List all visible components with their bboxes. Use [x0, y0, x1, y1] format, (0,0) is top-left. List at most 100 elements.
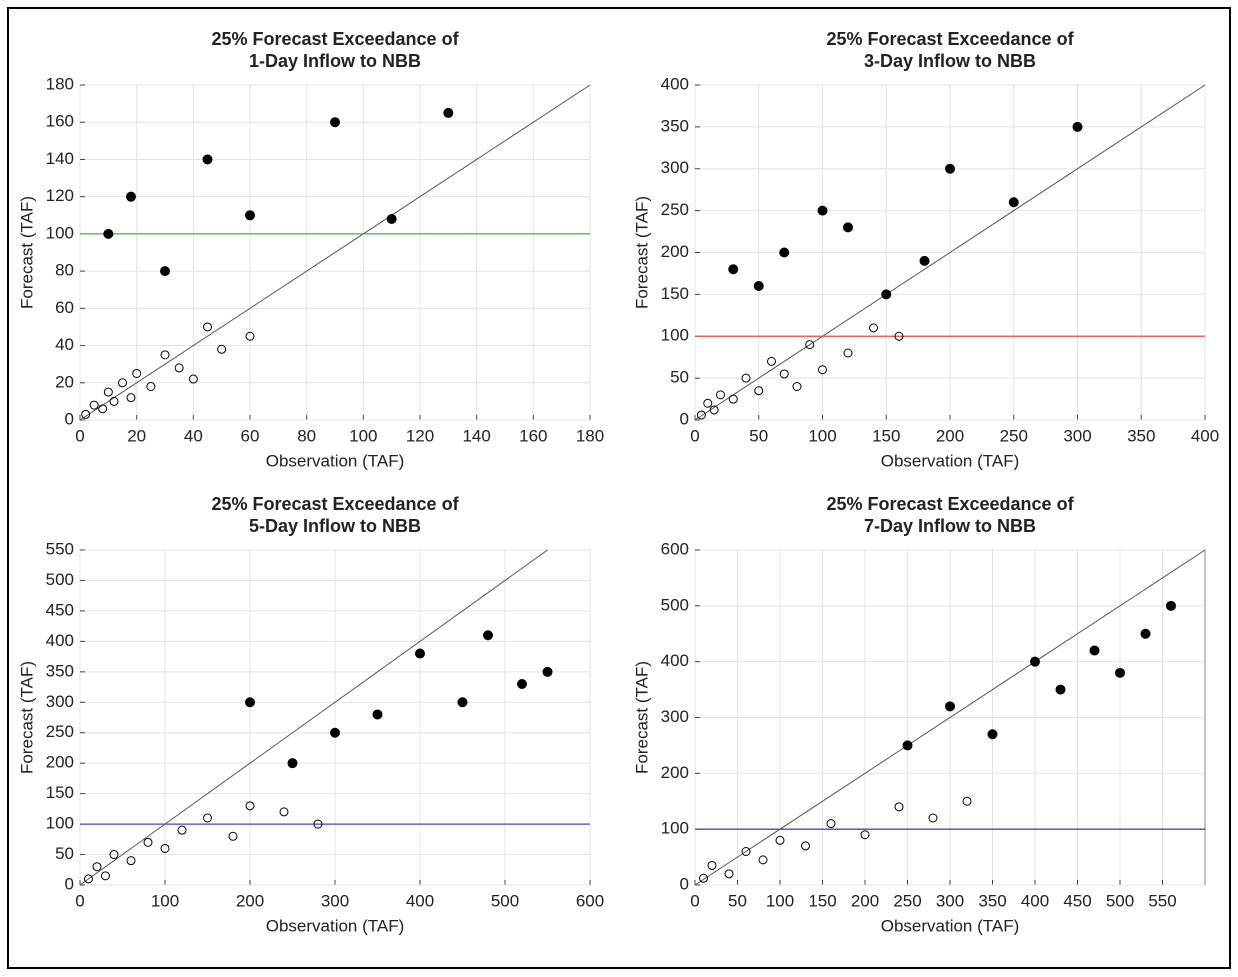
y-tick-label: 0	[65, 409, 74, 428]
scatter-point	[928, 813, 938, 823]
y-tick-label: 50	[670, 368, 689, 387]
x-tick-label: 160	[519, 426, 547, 445]
y-tick-label: 600	[661, 539, 689, 558]
scatter-point	[287, 758, 298, 769]
x-tick-label: 500	[491, 891, 519, 910]
scatter-point	[89, 400, 99, 410]
y-tick-label: 160	[46, 112, 74, 131]
x-axis-label: Observation (TAF)	[881, 451, 1020, 470]
y-tick-label: 150	[46, 783, 74, 802]
x-tick-label: 200	[236, 891, 264, 910]
scatter-point	[1030, 656, 1040, 667]
x-tick-label: 500	[1106, 891, 1134, 910]
scatter-point	[945, 701, 955, 712]
chart-title: 25% Forecast Exceedance of	[211, 494, 459, 514]
y-tick-label: 450	[46, 600, 74, 619]
x-tick-label: 250	[893, 891, 921, 910]
y-tick-label: 350	[46, 661, 74, 680]
scatter-point	[902, 740, 913, 751]
scatter-point	[817, 205, 828, 216]
scatter-point	[92, 862, 102, 872]
x-tick-label: 300	[321, 891, 349, 910]
y-tick-label: 0	[680, 409, 689, 428]
y-tick-label: 200	[661, 242, 689, 261]
scatter-point	[126, 856, 136, 866]
x-tick-label: 400	[1191, 426, 1219, 445]
chart-title: 25% Forecast Exceedance of	[826, 494, 1074, 514]
scatter-point	[1115, 667, 1125, 678]
scatter-point	[146, 382, 156, 391]
one-to-one-line	[694, 84, 1206, 421]
scatter-point	[330, 117, 340, 128]
y-tick-label: 140	[46, 149, 74, 168]
scatter-point	[741, 373, 751, 383]
scatter-point	[707, 860, 717, 870]
x-tick-label: 300	[936, 891, 964, 910]
chart-subtitle: 7-Day Inflow to NBB	[864, 516, 1036, 536]
scatter-point	[728, 264, 739, 275]
scatter-point	[894, 802, 904, 812]
scatter-point	[1055, 684, 1066, 695]
scatter-point	[826, 819, 836, 829]
y-tick-label: 250	[661, 200, 689, 219]
scatter-point	[724, 869, 734, 879]
scatter-point	[443, 107, 454, 118]
y-tick-label: 400	[46, 631, 74, 650]
x-tick-label: 200	[936, 426, 964, 445]
x-tick-label: 100	[808, 426, 836, 445]
y-tick-label: 300	[46, 692, 74, 711]
y-tick-label: 300	[661, 158, 689, 177]
scatter-point	[1072, 121, 1083, 132]
scatter-point	[81, 409, 91, 419]
scatter-point	[313, 819, 323, 829]
chart-title: 25% Forecast Exceedance of	[826, 29, 1074, 49]
y-tick-label: 80	[55, 261, 74, 280]
y-tick-label: 550	[46, 539, 74, 558]
scatter-point	[109, 396, 119, 406]
x-tick-label: 400	[1021, 891, 1049, 910]
x-tick-label: 0	[690, 891, 699, 910]
scatter-point	[542, 666, 553, 677]
scatter-point	[126, 191, 136, 202]
scatter-point	[415, 648, 425, 659]
y-tick-label: 40	[55, 335, 74, 354]
chart-subtitle: 5-Day Inflow to NBB	[249, 516, 421, 536]
y-tick-label: 350	[661, 116, 689, 135]
x-tick-label: 50	[728, 891, 747, 910]
scatter-point	[177, 825, 187, 835]
scatter-point	[945, 163, 955, 174]
y-tick-label: 500	[46, 570, 74, 589]
x-tick-label: 400	[406, 891, 434, 910]
scatter-point	[801, 841, 810, 851]
scatter-point	[843, 222, 853, 233]
x-axis-label: Observation (TAF)	[881, 916, 1020, 935]
chart-subtitle: 1-Day Inflow to NBB	[249, 51, 421, 71]
x-tick-label: 550	[1148, 891, 1176, 910]
scatter-point	[1089, 645, 1100, 656]
scatter-point	[101, 871, 110, 881]
scatter-point	[118, 378, 127, 388]
y-tick-label: 250	[46, 722, 74, 741]
y-tick-label: 60	[55, 298, 74, 317]
y-tick-label: 100	[46, 814, 74, 833]
x-tick-label: 200	[851, 891, 879, 910]
y-tick-label: 180	[46, 74, 74, 93]
y-axis-label: Forecast (TAF)	[17, 661, 36, 774]
one-to-one-line	[79, 84, 591, 421]
y-tick-label: 100	[661, 819, 689, 838]
scatter-point	[109, 850, 119, 860]
scatter-point	[753, 281, 764, 291]
x-tick-label: 100	[766, 891, 794, 910]
x-tick-label: 600	[576, 891, 604, 910]
scatter-point	[174, 363, 184, 373]
y-tick-label: 200	[661, 763, 689, 782]
y-tick-label: 20	[55, 372, 74, 391]
x-tick-label: 100	[151, 891, 179, 910]
scatter-point	[279, 807, 289, 817]
scatter-point	[188, 374, 198, 384]
scatter-point	[160, 843, 170, 853]
x-tick-label: 180	[576, 426, 604, 445]
scatter-point	[203, 322, 212, 332]
scatter-point	[919, 255, 930, 266]
x-tick-label: 0	[75, 891, 84, 910]
